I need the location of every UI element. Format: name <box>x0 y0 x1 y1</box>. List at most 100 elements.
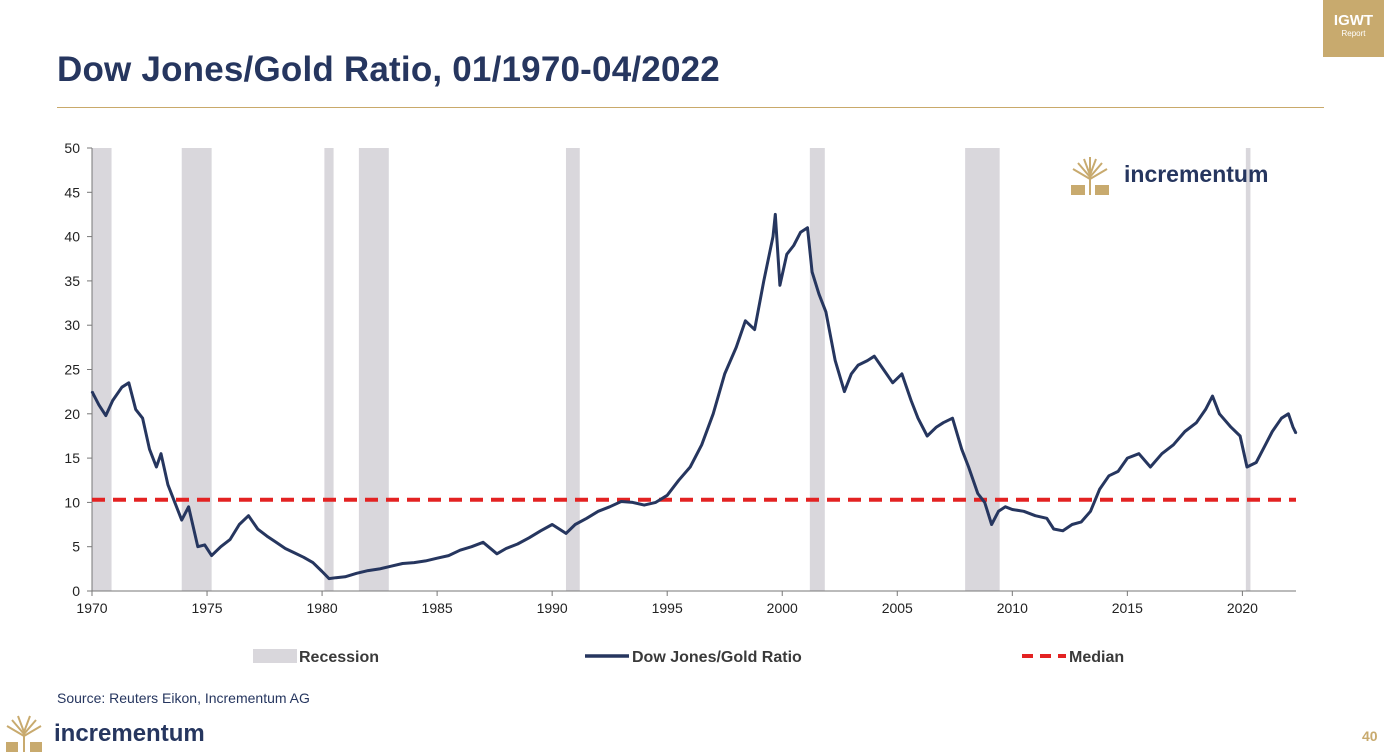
data-point <box>247 514 250 517</box>
data-point <box>134 408 137 411</box>
data-point <box>608 505 611 508</box>
data-point <box>1004 505 1007 508</box>
data-point <box>806 226 809 229</box>
data-point <box>910 399 912 402</box>
data-point <box>666 494 669 497</box>
badge-title: IGWT <box>1333 12 1374 29</box>
data-point <box>1295 432 1297 435</box>
data-point <box>1108 474 1110 477</box>
data-point <box>935 426 938 428</box>
data-point <box>1239 435 1241 437</box>
x-tick-label: 2010 <box>997 600 1028 616</box>
data-point <box>1211 395 1214 397</box>
data-point <box>774 213 777 216</box>
x-tick-label: 1995 <box>652 600 683 616</box>
x-tick-label: 1980 <box>307 600 338 616</box>
x-tick-label: 1990 <box>537 600 568 616</box>
data-point <box>1045 517 1048 520</box>
data-point <box>585 517 588 520</box>
chart-axes: 0 5 10 15 20 25 30 35 40 45 50 1970 1975 1980 1985 1990… <box>64 140 1296 616</box>
data-point <box>413 561 416 564</box>
data-point <box>219 545 222 548</box>
data-point <box>818 293 820 296</box>
recession-band <box>1245 148 1251 591</box>
data-point <box>447 554 450 557</box>
data-point <box>1287 412 1290 415</box>
data-point <box>857 364 860 366</box>
legend-ratio-label: Dow Jones/Gold Ratio <box>632 649 802 666</box>
data-point <box>121 386 123 389</box>
data-point <box>700 443 703 446</box>
data-point <box>779 284 781 287</box>
data-point <box>960 448 963 451</box>
incrementum-chart-logo: incrementum <box>1068 155 1278 197</box>
x-tick-label: 2015 <box>1112 600 1143 616</box>
data-point <box>762 280 765 282</box>
data-point <box>1034 514 1037 517</box>
data-point <box>111 399 114 402</box>
data-point <box>98 404 100 406</box>
data-point <box>302 556 305 559</box>
legend-recession-label: Recession <box>299 649 379 666</box>
y-tick-label: 40 <box>64 229 80 245</box>
data-point <box>275 541 277 544</box>
data-point <box>551 523 554 526</box>
data-point <box>459 549 462 552</box>
data-point <box>926 435 929 437</box>
y-tick-label: 35 <box>64 273 80 289</box>
data-point <box>148 448 151 451</box>
data-point <box>976 492 979 495</box>
data-point <box>654 501 657 504</box>
recession-bands <box>92 148 1251 591</box>
chart-legend: Recession Dow Jones/Gold Ratio Median <box>253 649 1124 666</box>
data-point <box>643 504 646 506</box>
y-tick-label: 15 <box>64 450 80 466</box>
recession-band <box>565 148 580 591</box>
data-point <box>1292 426 1294 428</box>
incrementum-wordmark: incrementum <box>1124 161 1269 187</box>
data-point <box>1149 466 1152 468</box>
page-title: Dow Jones/Gold Ratio, 01/1970-04/2022 <box>57 50 720 89</box>
badge-subtitle: Report <box>1341 29 1366 38</box>
data-point <box>1117 470 1120 473</box>
data-point <box>1204 408 1207 411</box>
y-tick-label: 25 <box>64 362 80 378</box>
ratio-series <box>90 212 1298 581</box>
data-point <box>180 519 183 522</box>
data-point <box>900 373 903 375</box>
data-point <box>141 417 144 420</box>
recession-band <box>92 148 112 591</box>
data-point <box>712 412 715 415</box>
data-point <box>390 565 393 568</box>
data-point <box>1280 417 1283 420</box>
x-tick-label: 2000 <box>767 600 798 616</box>
data-point <box>882 368 885 371</box>
incrementum-wordmark: incrementum <box>54 720 205 747</box>
recession-band <box>358 148 389 591</box>
data-point <box>983 501 986 504</box>
data-point <box>210 554 213 557</box>
x-tick-label: 2005 <box>882 600 913 616</box>
data-point <box>1098 488 1101 491</box>
data-point <box>91 390 93 393</box>
data-point <box>1022 510 1025 513</box>
data-point <box>378 567 381 570</box>
data-point <box>284 547 287 550</box>
data-point <box>1255 461 1258 464</box>
data-point <box>631 501 634 504</box>
data-point <box>367 569 369 572</box>
data-point <box>229 538 231 541</box>
data-point <box>238 523 241 526</box>
legend-recession-swatch <box>253 649 297 663</box>
recession-band <box>965 148 1000 591</box>
data-point <box>203 544 206 546</box>
legend-median-label: Median <box>1069 649 1124 666</box>
data-point <box>436 557 439 560</box>
x-tick-label: 2020 <box>1227 600 1258 616</box>
source-note: Source: Reuters Eikon, Incrementum AG <box>57 690 310 706</box>
data-point <box>401 562 404 565</box>
data-point <box>104 414 107 417</box>
data-point <box>772 235 774 238</box>
data-point <box>1271 430 1274 433</box>
data-point <box>997 510 1000 513</box>
